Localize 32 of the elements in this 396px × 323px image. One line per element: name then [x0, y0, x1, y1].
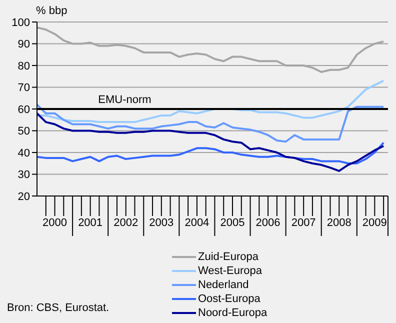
y-tick-label: 90: [18, 38, 30, 51]
ref-line-label: EMU-norm: [98, 94, 152, 106]
x-tick-label: 2003: [149, 217, 174, 229]
y-tick-label: 70: [18, 82, 30, 94]
y-tick-label: 100: [12, 16, 30, 29]
y-tick-label: 40: [18, 147, 30, 160]
x-tick-label: 2007: [291, 217, 316, 229]
x-tick-label: 2008: [326, 217, 352, 229]
text: Bron: CBS, Eurostat.: [7, 302, 110, 314]
line-series: [37, 142, 385, 164]
line-series: [37, 80, 385, 124]
x-tick-label: 2004: [184, 217, 210, 229]
y-tick-label: 20: [18, 190, 30, 203]
y-axis-title: % bbp: [36, 5, 68, 17]
y-tick-label: 80: [18, 60, 30, 72]
x-tick-label: 2009: [362, 217, 387, 229]
line-series: [37, 112, 385, 172]
x-tick-label: 2000: [42, 217, 68, 229]
x-tick-label: 2005: [220, 217, 245, 229]
x-tick-label: 2006: [256, 217, 280, 229]
legend-label: Oost-Europa: [198, 292, 260, 306]
y-tick-label: 30: [18, 169, 30, 182]
line-series: [37, 104, 385, 143]
y-tick-label: 60: [18, 104, 30, 116]
legend-label: Noord-Europa: [198, 306, 268, 320]
legend-label: Nederland: [198, 278, 249, 292]
x-tick-label: 2002: [114, 217, 138, 229]
legend-label: Zuid-Europa: [198, 250, 259, 264]
line-series: [37, 26, 385, 74]
x-tick-label: 2001: [78, 217, 103, 229]
legend-label: West-Europa: [198, 264, 262, 278]
y-tick-label: 50: [18, 126, 30, 138]
